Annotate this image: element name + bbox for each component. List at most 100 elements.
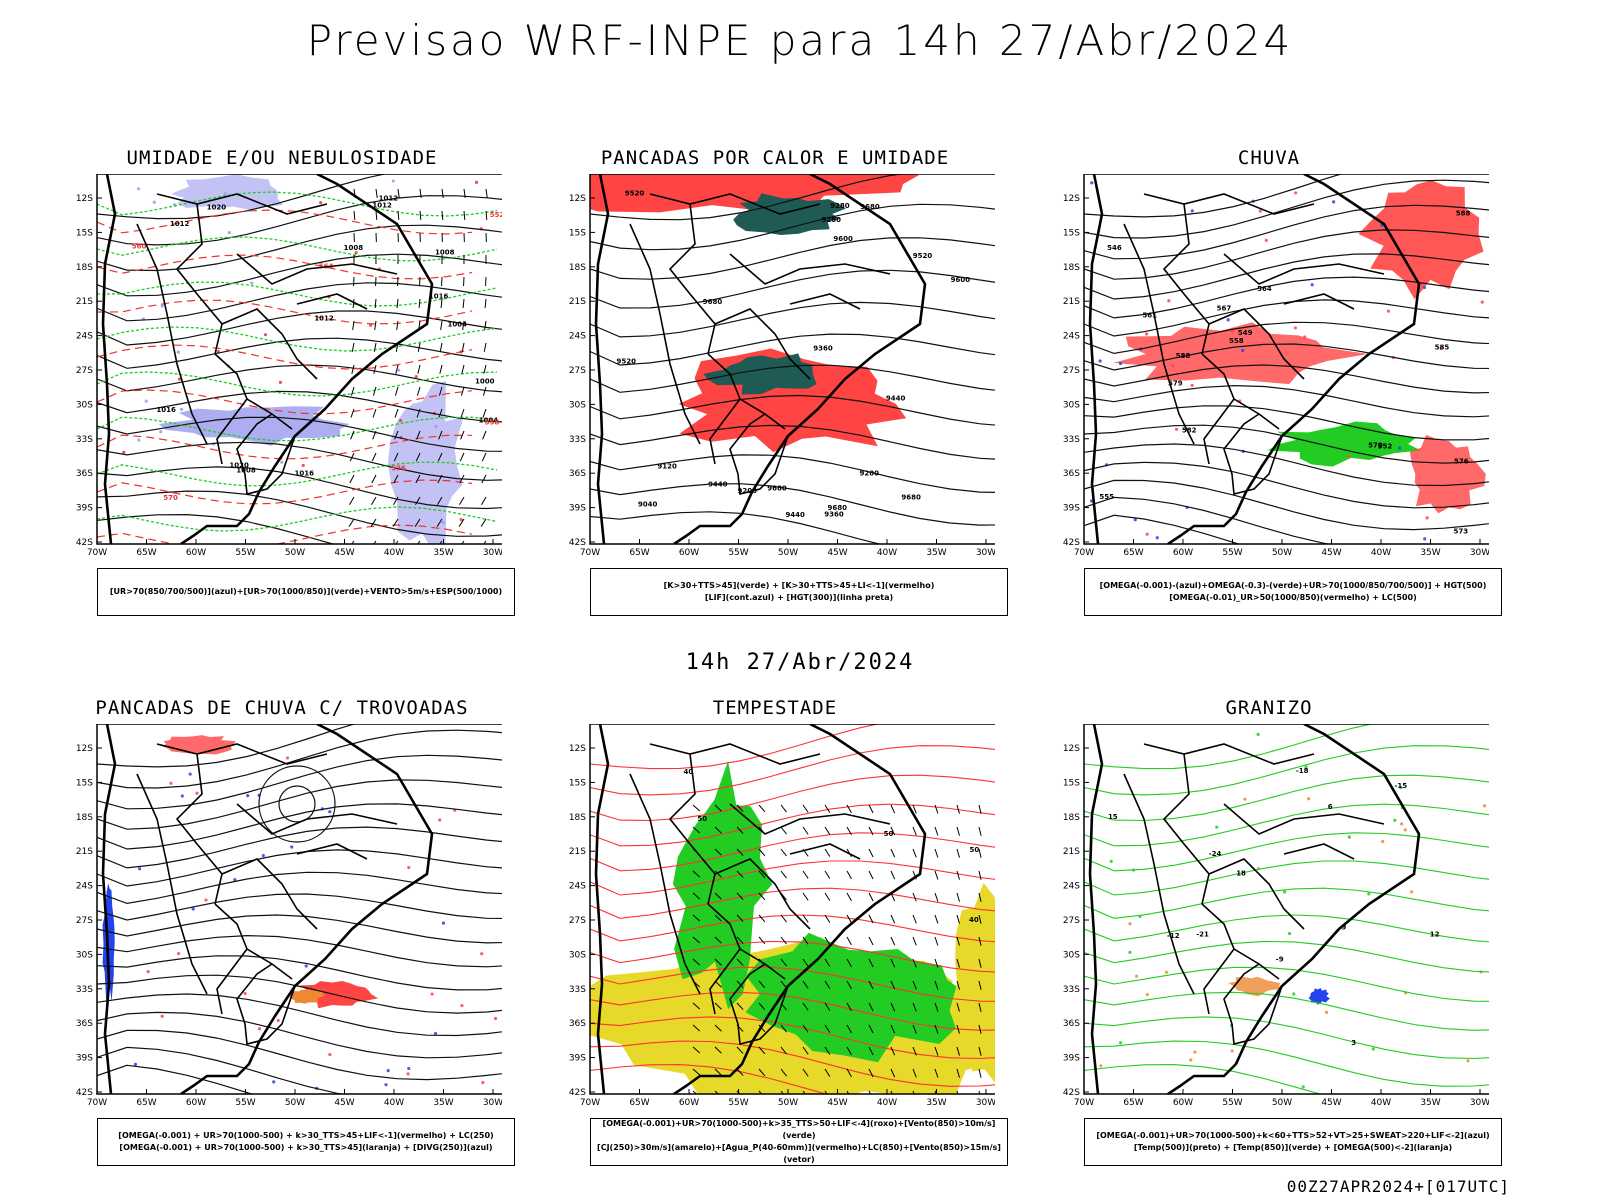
- lon-label: 55W: [235, 1098, 255, 1108]
- wind-vector: [934, 870, 939, 880]
- wind-vector: [890, 848, 896, 858]
- data-dot: [191, 907, 195, 911]
- data-dot: [195, 791, 199, 795]
- contour-label: 50: [884, 830, 894, 838]
- filled-area: [1228, 976, 1281, 997]
- wind-vector: [912, 958, 917, 968]
- contour-label: 1016: [429, 293, 449, 301]
- wind-vector: [736, 1046, 744, 1054]
- data-dot: [407, 865, 411, 870]
- legend-line: [OMEGA(-0.01)_UR>50(1000/850)(vermelho) …: [1169, 593, 1417, 602]
- data-dot: [407, 1066, 411, 1071]
- lon-label: 40W: [877, 1098, 897, 1108]
- wind-vector: [978, 804, 982, 814]
- data-dot: [257, 1027, 262, 1031]
- lat-label: 24S: [569, 882, 586, 892]
- wind-vector: [417, 540, 421, 544]
- contour-line: [1084, 803, 1489, 847]
- data-dot: [1303, 335, 1307, 339]
- data-dot: [1397, 446, 1402, 450]
- contour-label: 9360: [813, 345, 833, 353]
- coastline: [1088, 174, 1421, 544]
- wind-vector: [462, 298, 465, 309]
- wind-vector: [692, 1068, 701, 1076]
- lat-label: 12S: [76, 194, 93, 204]
- data-dot: [243, 991, 247, 996]
- contour-label: 570: [1368, 441, 1383, 449]
- wind-vector: [393, 496, 399, 506]
- wind-vector: [912, 936, 917, 946]
- lon-label: 65W: [1123, 548, 1143, 558]
- wind-vector: [758, 914, 766, 923]
- data-dot: [1167, 299, 1171, 303]
- contour-label: 573: [1453, 527, 1468, 535]
- data-dot: [1230, 329, 1235, 333]
- contour-line: [97, 1011, 502, 1059]
- data-dot: [480, 952, 484, 956]
- contour-line: [590, 1016, 995, 1060]
- contour-line: [97, 934, 502, 968]
- wind-vector: [802, 958, 809, 967]
- contour-label: 9200: [738, 487, 758, 495]
- data-dot: [223, 192, 227, 196]
- data-dot: [1144, 332, 1149, 336]
- data-dot: [144, 399, 148, 403]
- map-frame: [589, 174, 995, 545]
- wind-vector: [934, 1002, 939, 1012]
- wind-vector: [485, 210, 488, 221]
- data-dot: [1367, 892, 1371, 896]
- wind-vector: [934, 958, 939, 968]
- wind-vector: [394, 408, 399, 418]
- wind-vector: [758, 848, 766, 857]
- wind-vector: [912, 1068, 917, 1078]
- data-dot: [441, 520, 445, 525]
- wind-vector: [934, 1024, 939, 1034]
- data-dot: [1118, 361, 1123, 366]
- wind-vector: [978, 1046, 982, 1056]
- contour-label: 9440: [785, 511, 805, 519]
- data-dot: [433, 1031, 438, 1036]
- contour-line: [590, 914, 995, 943]
- wind-vector: [483, 364, 487, 374]
- data-dot: [1439, 346, 1443, 350]
- wind-vector: [846, 1024, 852, 1034]
- data-dot: [1301, 1085, 1305, 1089]
- panel-tempestade: TEMPESTADE 50 40 50 40 50 12S 15S 18S 21S 24S 27S 3…: [555, 697, 1008, 1167]
- contour-line: [97, 253, 502, 297]
- wind-vector: [350, 430, 355, 440]
- lon-label: 50W: [1272, 1098, 1292, 1108]
- wind-vector: [890, 870, 896, 880]
- wind-vector: [414, 518, 421, 527]
- contour-label: 1012: [372, 201, 392, 209]
- wind-vector: [463, 188, 466, 198]
- wind-vector: [349, 474, 355, 484]
- lat-label: 33S: [569, 435, 586, 445]
- contour-line: [590, 966, 995, 1002]
- lat-label: 36S: [569, 469, 586, 479]
- data-dot: [328, 1052, 332, 1057]
- wind-vector: [373, 540, 377, 544]
- contour-label: 558: [485, 418, 500, 426]
- contour-label: 567: [1217, 305, 1232, 313]
- map-umidade: 1012101210121016102010081008100410081012…: [76, 174, 502, 558]
- lon-label: 50W: [285, 1098, 305, 1108]
- panel-trovoadas: PANCADAS DE CHUVA C/ TROVOADAS 12S 15S 18S…: [62, 697, 515, 1167]
- wind-vector: [440, 298, 443, 309]
- contour-label: 1012: [314, 314, 334, 322]
- contour-line: [97, 490, 502, 537]
- wind-vector: [375, 188, 378, 198]
- map-frame-group: -18 -21 -24 -15 -12 15 18 12 9 6 3 -9 12S 15S 18S 21S 24…: [1063, 724, 1489, 1108]
- wind-vector: [978, 848, 982, 858]
- lat-label: 21S: [76, 847, 93, 857]
- contour-label: 9520: [616, 357, 636, 365]
- wind-vector: [419, 188, 422, 198]
- lon-label: 60W: [679, 548, 699, 558]
- panel-title: TEMPESTADE: [712, 697, 838, 719]
- wind-vector: [802, 870, 809, 879]
- data-dot: [1256, 732, 1260, 736]
- lon-label: 50W: [778, 548, 798, 558]
- data-dot: [474, 180, 479, 184]
- contour-line: [1084, 321, 1489, 355]
- contour-label: -21: [1196, 930, 1209, 938]
- wind-vector: [348, 518, 355, 527]
